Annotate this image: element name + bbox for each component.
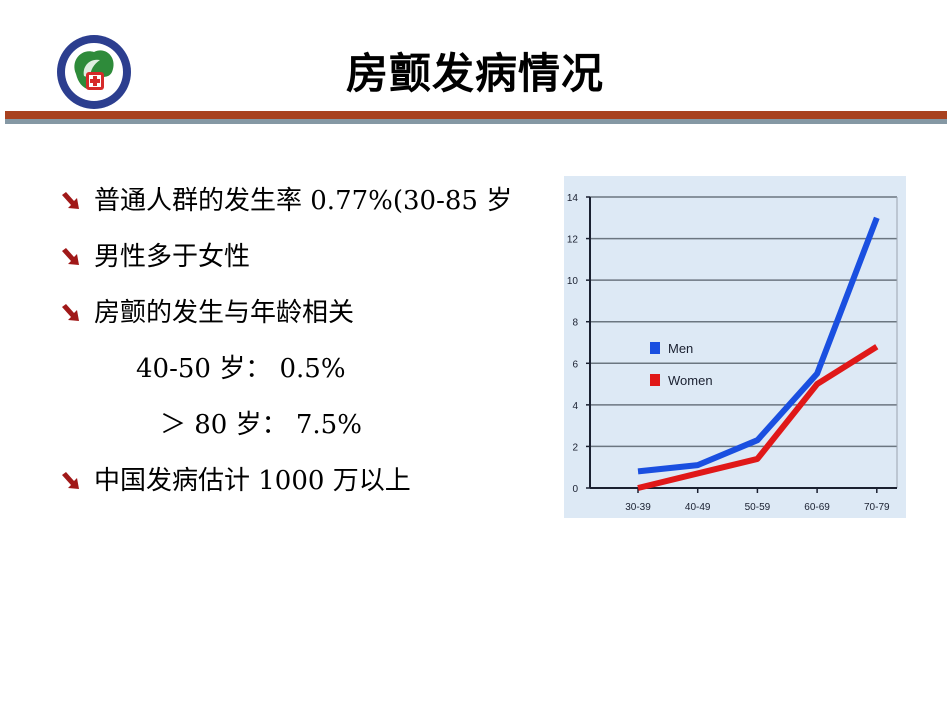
sub-text: 40-50 岁： 0.5% xyxy=(136,354,346,384)
y-tick-label: 8 xyxy=(572,318,578,329)
x-tick-label: 70-79 xyxy=(864,502,890,513)
hospital-logo-icon xyxy=(57,35,131,109)
divider-top xyxy=(5,111,947,119)
bullet-text: 中国发病估计 1000 万以上 xyxy=(94,466,411,496)
sub-text: ＞ 80 岁： 7.5% xyxy=(160,410,362,440)
x-tick-label: 60-69 xyxy=(804,502,830,513)
y-tick-label: 14 xyxy=(567,193,579,204)
y-tick-label: 2 xyxy=(572,442,578,453)
x-tick-label: 30-39 xyxy=(625,502,651,513)
arrow-down-right-icon xyxy=(62,248,79,265)
y-tick-label: 6 xyxy=(572,359,578,370)
bullet-text: 房颤的发生与年龄相关 xyxy=(94,298,355,328)
line-chart: 0 2 4 6 8 10 12 14 30-39 40-49 50-59 60-69 70-79 Men W… xyxy=(567,193,898,513)
legend-label: Women xyxy=(668,373,713,388)
series-line-men xyxy=(637,216,880,475)
divider-bottom xyxy=(5,119,947,124)
bullet-text: 男性多于女性 xyxy=(94,242,251,272)
legend-label: Men xyxy=(668,341,693,356)
sub-item: ＞ 80 岁： 7.5% xyxy=(160,408,362,442)
slide-title: 房颤发病情况 xyxy=(345,49,604,98)
x-tick-label: 40-49 xyxy=(685,502,711,513)
incidence-chart: 0 2 4 6 8 10 12 14 30-39 40-49 50-59 60-69 70-79 Men W… xyxy=(564,176,906,518)
y-tick-label: 12 xyxy=(567,235,579,246)
series-line-women xyxy=(637,344,879,491)
sub-item: 40-50 岁： 0.5% xyxy=(136,352,346,386)
arrow-down-right-icon xyxy=(62,192,79,209)
y-tick-label: 10 xyxy=(567,276,579,287)
legend-swatch-women xyxy=(650,374,660,386)
bullet-text: 普通人群的发生率 0.77%(30-85 岁 xyxy=(94,186,513,216)
y-tick-label: 0 xyxy=(572,484,578,495)
legend-swatch-men xyxy=(650,342,660,354)
arrow-down-right-icon xyxy=(62,304,79,321)
y-tick-label: 4 xyxy=(572,401,578,412)
arrow-down-right-icon xyxy=(62,472,79,489)
x-tick-label: 50-59 xyxy=(745,502,771,513)
